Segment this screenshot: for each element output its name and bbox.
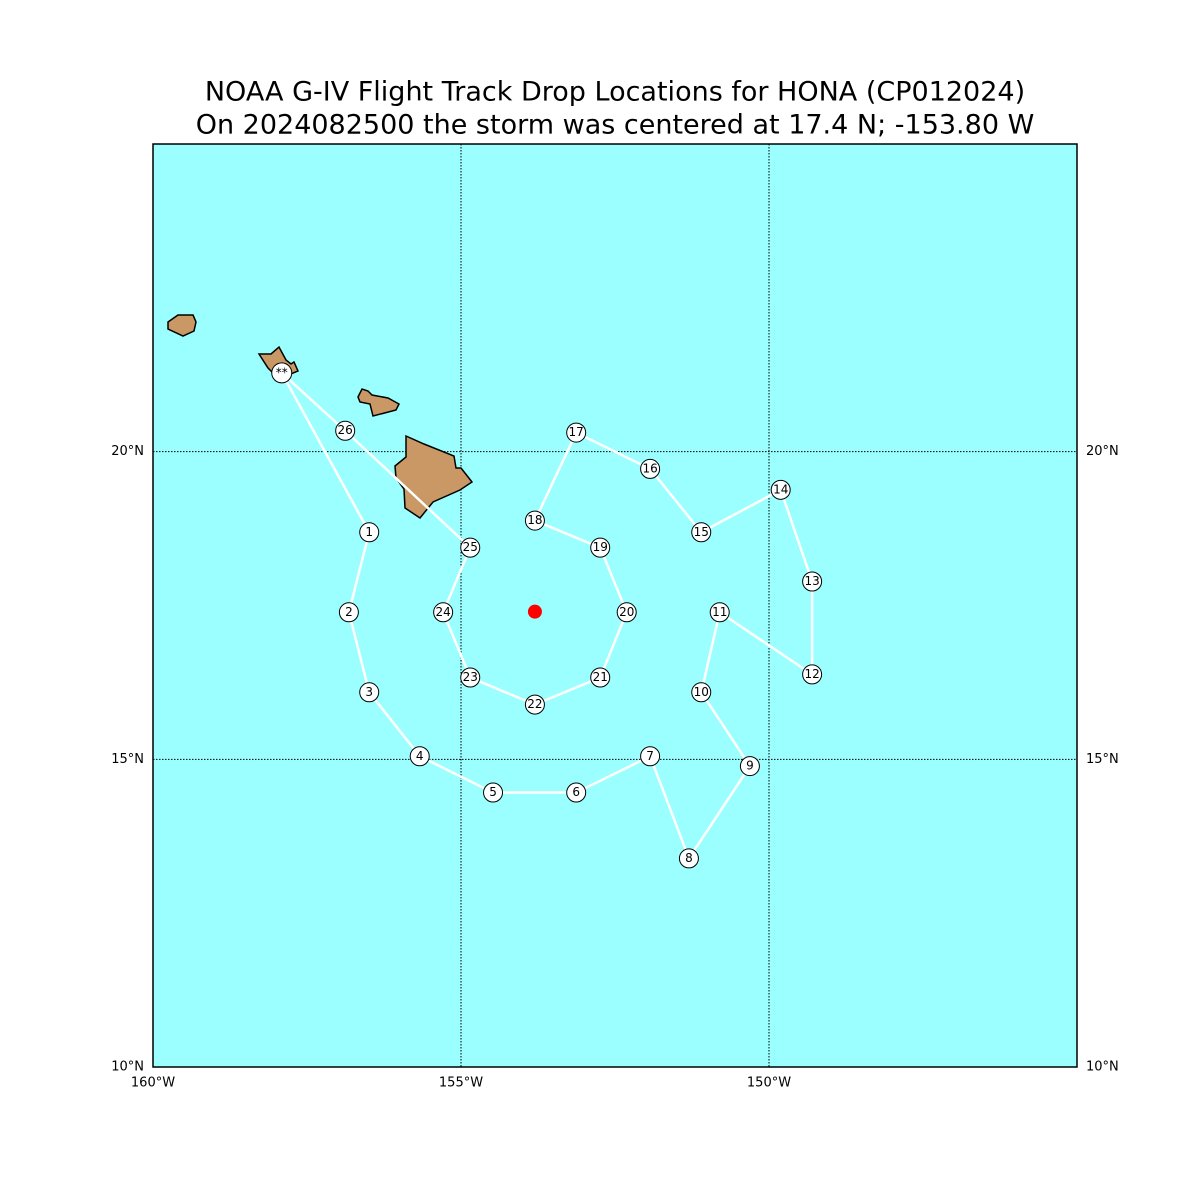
- drop-point: [338, 602, 359, 623]
- drop-point: [409, 746, 430, 767]
- drop-point: [802, 571, 823, 592]
- island: [167, 314, 197, 337]
- drop-label: 24: [435, 605, 450, 619]
- drop-label: 26: [338, 423, 353, 437]
- drop-point: [691, 522, 712, 543]
- islands: [167, 314, 474, 520]
- drop-point: [359, 522, 380, 543]
- drop-label: 12: [804, 667, 819, 681]
- y-tick-label: 15°N: [1086, 752, 1119, 767]
- drop-point: [590, 667, 611, 688]
- drop-point: [566, 782, 587, 803]
- drop-point: [640, 458, 661, 479]
- drop-point: [524, 510, 545, 531]
- drop-point: [616, 602, 637, 623]
- drop-point: [483, 782, 504, 803]
- y-tick-label: 10°N: [111, 1060, 144, 1075]
- drop-label: 4: [416, 749, 424, 763]
- drop-point: [460, 667, 481, 688]
- drop-label: 9: [746, 759, 754, 773]
- drop-label: 3: [365, 685, 373, 699]
- drop-label: 16: [642, 461, 657, 475]
- drop-label: 8: [685, 851, 693, 865]
- track: [280, 371, 814, 862]
- drop-label: 17: [569, 425, 584, 439]
- drop-label: 18: [527, 513, 542, 527]
- drop-label: 13: [804, 574, 819, 588]
- x-tick-label: 160°W: [131, 1076, 175, 1091]
- drop-point: [433, 602, 454, 623]
- drop-point: [802, 664, 823, 685]
- drop-label: 14: [773, 482, 788, 496]
- drop-label: 11: [712, 605, 727, 619]
- drop-label: 21: [593, 670, 608, 684]
- drop-label: 10: [694, 685, 709, 699]
- drop-label: 6: [572, 785, 580, 799]
- drop-label: 23: [463, 670, 478, 684]
- map-title: NOAA G-IV Flight Track Drop Locations fo…: [205, 77, 1025, 108]
- drop-point: [640, 746, 661, 767]
- drop-label: 7: [646, 749, 654, 763]
- drop-label: 15: [694, 525, 709, 539]
- drop-label: 19: [593, 540, 608, 554]
- y-tick-label: 15°N: [111, 752, 144, 767]
- drop-point: [739, 756, 760, 777]
- drop-point: [460, 537, 481, 558]
- x-tick-label: 150°W: [747, 1076, 791, 1091]
- drop-point: [271, 362, 293, 384]
- y-tick-label: 20°N: [1086, 444, 1119, 459]
- y-tick-label: 20°N: [111, 444, 144, 459]
- drop-point: [566, 422, 587, 443]
- drop-point: [590, 537, 611, 558]
- drop-label: 5: [489, 785, 497, 799]
- map-frame: [152, 143, 1078, 1068]
- x-tick-label: 155°W: [439, 1076, 483, 1091]
- ocean: [153, 144, 1077, 1067]
- drop-point: [335, 420, 356, 441]
- drop-point: [691, 682, 712, 703]
- island: [394, 434, 474, 520]
- drop-point: [770, 479, 791, 500]
- drop-point: [678, 848, 699, 869]
- drop-label: **: [276, 365, 288, 379]
- drop-label: 25: [463, 540, 478, 554]
- drop-label: 22: [527, 697, 542, 711]
- drop-label: 1: [365, 525, 373, 539]
- island: [357, 388, 400, 417]
- drop-point: [359, 682, 380, 703]
- drop-label: 20: [619, 605, 634, 619]
- y-tick-label: 10°N: [1086, 1060, 1119, 1075]
- drop-point: [524, 694, 545, 715]
- drop-label: 2: [345, 605, 353, 619]
- map-subtitle: On 2024082500 the storm was centered at …: [196, 110, 1035, 141]
- drop-point: [709, 602, 730, 623]
- flight-track: [280, 371, 814, 862]
- storm-center: [527, 604, 542, 619]
